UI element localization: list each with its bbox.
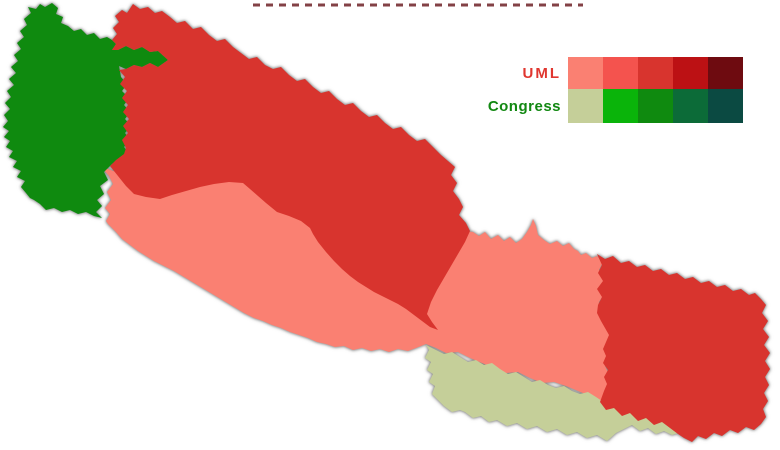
province-region-southern-strip [425, 345, 681, 441]
uml-shade-swatch-2 [603, 57, 638, 89]
uml-shade-swatch-4 [673, 57, 708, 89]
province-region-west-central [110, 4, 470, 330]
congress-shade-swatch-3 [638, 89, 673, 123]
province-region-far-west [3, 3, 168, 218]
congress-shade-swatch-1 [568, 89, 603, 123]
uml-shade-swatch-1 [568, 57, 603, 89]
uml-shade-swatch-5 [708, 57, 743, 89]
legend-label-uml: UML [522, 64, 561, 82]
legend-swatches-uml [568, 57, 743, 89]
congress-shade-swatch-4 [673, 89, 708, 123]
congress-shade-swatch-5 [708, 89, 743, 123]
legend-row-congress: Congress [465, 89, 743, 123]
province-region-east [597, 254, 770, 442]
province-region-central-band [100, 166, 612, 404]
congress-shade-swatch-2 [603, 89, 638, 123]
legend: UML Congress [465, 57, 743, 123]
legend-label-congress: Congress [487, 97, 561, 115]
legend-row-uml: UML [465, 57, 743, 89]
legend-swatches-congress [568, 89, 743, 123]
country-outline-group [3, 3, 770, 442]
uml-shade-swatch-3 [638, 57, 673, 89]
